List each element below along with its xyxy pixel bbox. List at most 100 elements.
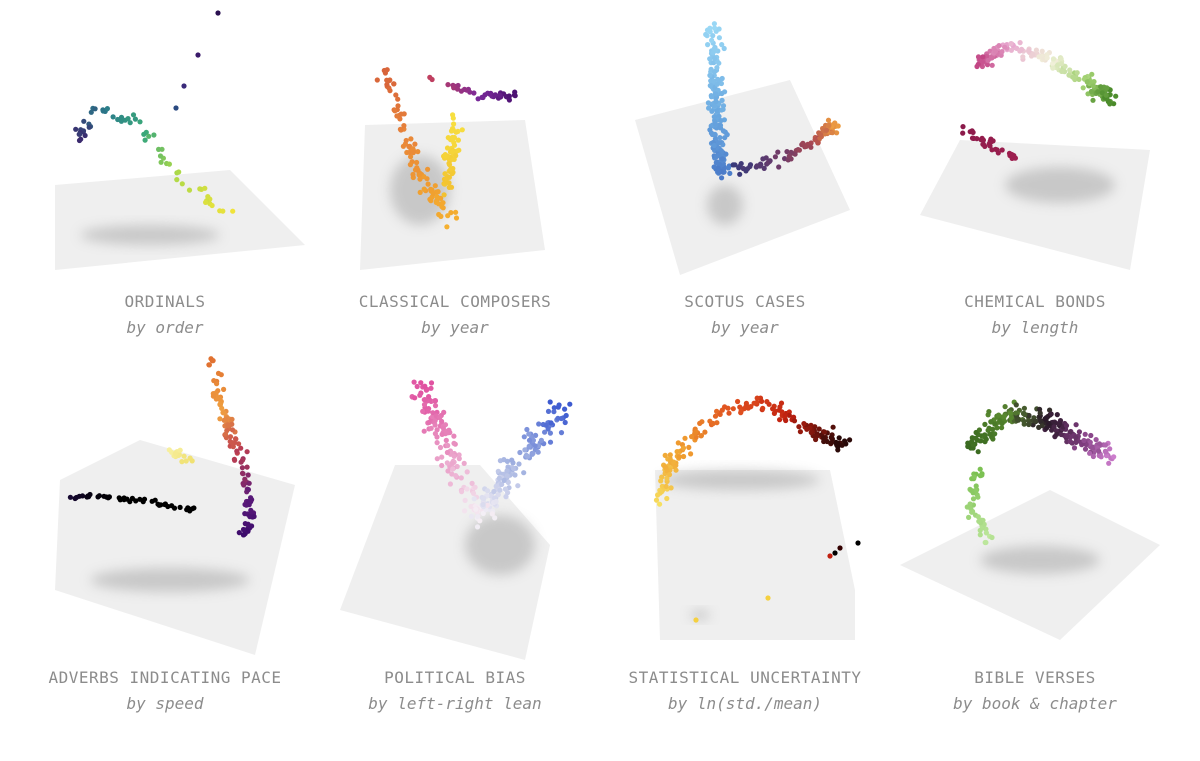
- dot: [242, 476, 248, 482]
- dot: [88, 109, 94, 115]
- dot: [711, 114, 717, 120]
- dot: [837, 545, 843, 551]
- dot: [1020, 54, 1026, 60]
- dot: [408, 136, 414, 142]
- dot: [240, 532, 246, 538]
- dot: [428, 425, 434, 431]
- dot: [515, 483, 521, 489]
- dot: [688, 451, 694, 457]
- dot: [156, 146, 162, 152]
- dot: [839, 442, 845, 448]
- dot: [1098, 84, 1104, 90]
- dot: [1002, 44, 1008, 50]
- dot: [719, 75, 725, 82]
- dot: [804, 426, 810, 432]
- dot: [417, 176, 423, 182]
- dot: [1081, 437, 1087, 444]
- dot: [458, 475, 464, 481]
- dot: [421, 428, 427, 434]
- dot: [989, 534, 995, 541]
- dot: [834, 130, 840, 136]
- dot: [439, 431, 445, 437]
- dot: [714, 65, 720, 71]
- dot: [238, 459, 244, 465]
- dot: [445, 135, 451, 141]
- dot: [230, 444, 236, 450]
- dot: [1044, 55, 1050, 61]
- dot: [801, 421, 807, 427]
- dot: [992, 421, 998, 427]
- dot: [449, 170, 455, 177]
- dot: [533, 432, 539, 438]
- dot: [495, 492, 501, 498]
- dot: [1063, 423, 1070, 429]
- dot: [711, 78, 717, 84]
- dot: [473, 506, 479, 512]
- panel-title: CHEMICAL BONDS: [964, 292, 1106, 311]
- panel-title: BIBLE VERSES: [974, 668, 1096, 687]
- dot: [999, 420, 1005, 426]
- dot: [403, 137, 409, 144]
- dot: [983, 539, 989, 546]
- dot: [1074, 70, 1080, 76]
- dot: [414, 159, 420, 166]
- dot: [1090, 453, 1096, 460]
- dot: [547, 439, 554, 445]
- dot: [391, 81, 397, 87]
- dot: [754, 395, 760, 401]
- dot: [712, 102, 718, 109]
- dot: [215, 395, 221, 401]
- dot: [118, 114, 125, 120]
- dot: [664, 495, 670, 502]
- dot: [464, 469, 470, 475]
- dot: [517, 449, 523, 456]
- dot: [217, 416, 223, 422]
- dot: [724, 132, 730, 138]
- dot: [230, 208, 236, 214]
- illustrations: [55, 10, 1160, 660]
- panel-subtitle: by year: [711, 318, 779, 337]
- dot: [977, 466, 983, 472]
- dot: [437, 444, 444, 451]
- dot: [408, 154, 414, 160]
- dot: [417, 189, 423, 195]
- dot: [1070, 74, 1076, 80]
- dot: [221, 410, 227, 416]
- dot: [454, 86, 461, 92]
- dot: [387, 88, 393, 94]
- dot: [497, 92, 503, 99]
- dot: [1033, 418, 1039, 424]
- dot: [223, 416, 229, 422]
- dot: [689, 434, 695, 440]
- dot: [525, 453, 531, 459]
- panel-title: SCOTUS CASES: [684, 292, 806, 311]
- dot: [960, 124, 966, 130]
- dot: [722, 404, 728, 410]
- panel-subtitle: by speed: [126, 694, 203, 713]
- dot: [977, 473, 984, 479]
- dot: [1076, 76, 1082, 82]
- dot: [1001, 414, 1007, 420]
- dot: [714, 408, 720, 414]
- dot: [187, 508, 193, 514]
- dot: [970, 135, 977, 141]
- shadow: [90, 568, 250, 592]
- dot: [384, 82, 390, 88]
- dot: [727, 170, 733, 176]
- dot: [245, 487, 251, 493]
- dot: [535, 449, 541, 455]
- dot: [392, 108, 398, 114]
- dot: [222, 431, 229, 437]
- dot: [502, 486, 508, 492]
- dot: [428, 385, 434, 391]
- dot: [127, 120, 133, 126]
- dot: [718, 118, 724, 124]
- dot: [468, 513, 474, 520]
- dot: [181, 453, 187, 459]
- dot: [542, 429, 548, 435]
- dot: [760, 405, 766, 411]
- dot: [177, 504, 183, 510]
- shadow: [660, 470, 820, 490]
- dot: [975, 61, 981, 67]
- dot: [400, 143, 406, 149]
